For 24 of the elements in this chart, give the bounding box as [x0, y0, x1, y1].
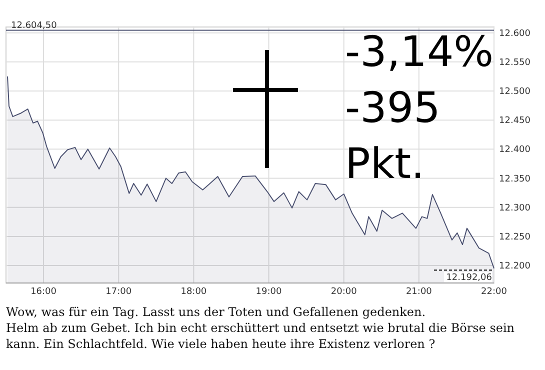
y-tick-label: 12.450: [499, 116, 531, 126]
y-tick-label: 12.250: [499, 232, 531, 242]
x-tick-label: 22:00: [481, 287, 508, 297]
x-tick-label: 19:00: [256, 287, 282, 297]
text: Wow, was für ein Tag. Lasst uns der Toten und Gefallenen gedenken.: [6, 305, 426, 319]
ref-line-label: 12.192,06: [446, 273, 492, 284]
y-tick-label: 12.500: [499, 87, 531, 97]
y-tick-label: 12.550: [499, 58, 531, 68]
y-tick-label: 12.600: [499, 28, 531, 39]
x-tick-label: 21:00: [406, 287, 432, 297]
annotation: -395: [345, 83, 440, 132]
y-tick-label: 12.300: [499, 203, 531, 214]
x-tick-label: 18:00: [180, 287, 207, 297]
text: kann. Ein Schlachtfeld. Wie viele haben heute ihre Existenz verloren ?: [6, 337, 436, 351]
y-tick-label: 12.350: [499, 174, 531, 184]
x-tick-label: 20:00: [330, 287, 358, 297]
y-tick-label: 12.200: [499, 262, 531, 272]
x-tick-label: 16:00: [30, 287, 57, 297]
x-tick-label: 17:00: [106, 287, 132, 297]
ref-line-label: 12.604,50: [11, 21, 58, 32]
annotation: -3,14%: [345, 27, 494, 76]
text: Helm ab zum Gebet. Ich bin echt erschüttert und entsetzt wie brutal die Börse sein: [6, 321, 515, 335]
annotation: Pkt.: [345, 139, 424, 188]
y-tick-label: 12.400: [499, 145, 531, 156]
